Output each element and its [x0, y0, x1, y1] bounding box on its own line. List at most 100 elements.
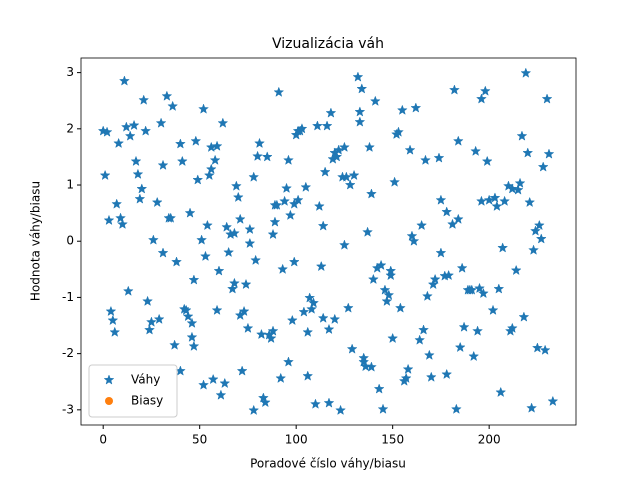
point [404, 144, 416, 155]
point [356, 83, 368, 94]
point [234, 213, 246, 224]
point [497, 242, 509, 253]
point [352, 71, 364, 82]
point [261, 151, 273, 162]
point [360, 360, 372, 372]
point [190, 135, 202, 146]
point [196, 234, 208, 245]
point [506, 183, 518, 194]
point [283, 356, 294, 367]
point [456, 262, 468, 273]
point [317, 312, 329, 323]
point [277, 263, 289, 274]
x-tick-label: 50 [192, 433, 207, 447]
point [342, 302, 354, 313]
point [103, 214, 115, 226]
point [128, 119, 140, 131]
point [188, 274, 200, 285]
point [134, 193, 146, 204]
point [279, 195, 291, 206]
point [213, 265, 225, 276]
point [161, 90, 173, 101]
point [367, 273, 379, 285]
point [180, 304, 192, 315]
point [315, 260, 327, 272]
point [385, 265, 397, 276]
point [240, 278, 252, 290]
y-tick-label: -1 [62, 290, 74, 304]
point [232, 191, 244, 203]
point [530, 225, 541, 236]
point [288, 256, 300, 267]
point [259, 396, 271, 408]
point [174, 138, 186, 149]
point [474, 282, 485, 294]
point [443, 269, 455, 281]
point [111, 198, 123, 209]
point [495, 386, 507, 398]
point [537, 161, 549, 172]
legend-label: Biasy [131, 394, 163, 408]
x-tick-label: 200 [478, 433, 501, 447]
point [238, 305, 250, 317]
point [275, 372, 287, 383]
point [302, 326, 314, 337]
point [252, 150, 264, 161]
point [346, 343, 358, 354]
point [408, 235, 420, 246]
point [302, 370, 314, 381]
legend-marker [103, 374, 115, 385]
point [418, 324, 429, 335]
x-axis-label: Poradové číslo váhy/biasu [250, 457, 406, 471]
point [254, 137, 265, 149]
point [491, 200, 503, 211]
point [144, 324, 155, 335]
point [344, 179, 356, 190]
point [373, 383, 385, 394]
point [198, 103, 209, 114]
point [217, 117, 229, 128]
point [311, 120, 323, 131]
point [142, 295, 154, 306]
y-tick-label: -2 [62, 346, 74, 360]
point [429, 273, 441, 285]
legend-marker [105, 397, 113, 405]
point [470, 145, 482, 156]
y-tick-label: 3 [66, 65, 74, 79]
point [284, 209, 296, 220]
point [292, 194, 304, 205]
point [383, 289, 395, 300]
chart-title: Vizualizácia váh [272, 36, 384, 52]
point [512, 184, 524, 195]
point [335, 404, 346, 416]
point [130, 155, 142, 167]
point [132, 168, 144, 179]
point [396, 104, 408, 115]
point [375, 259, 387, 271]
point [354, 106, 366, 117]
point [273, 86, 285, 97]
point [520, 67, 532, 78]
point [533, 219, 545, 231]
point [416, 219, 428, 231]
point [393, 126, 404, 137]
point [476, 93, 487, 104]
point [531, 342, 543, 353]
point [124, 130, 136, 141]
point [489, 192, 501, 203]
point [304, 292, 316, 303]
point [227, 283, 238, 294]
point [528, 244, 539, 255]
point [109, 326, 121, 337]
point [211, 304, 223, 315]
point [317, 220, 329, 231]
point [286, 314, 298, 326]
point [117, 218, 128, 229]
point [433, 152, 445, 163]
point [248, 171, 260, 182]
point [306, 303, 318, 314]
point [402, 363, 414, 374]
point [487, 304, 499, 315]
point [325, 107, 337, 118]
point [389, 176, 401, 187]
